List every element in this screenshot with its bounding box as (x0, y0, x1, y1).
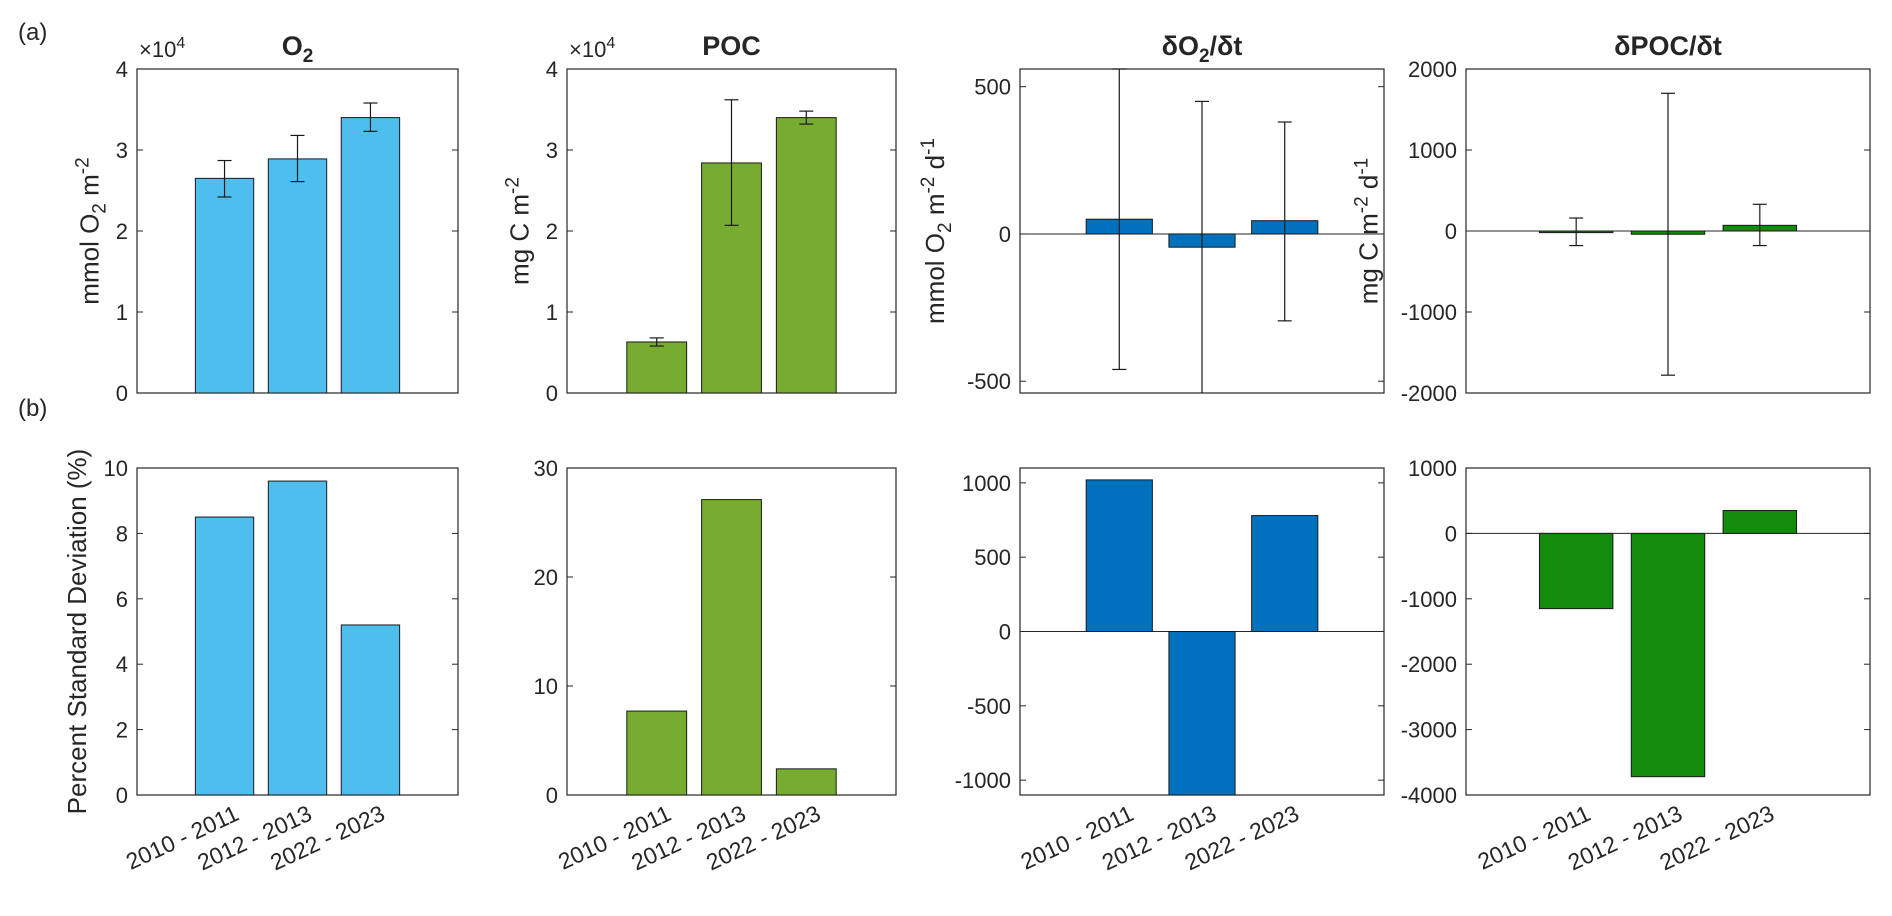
y-tick-label: 10 (534, 674, 558, 699)
bar (1538, 532, 1614, 610)
y-tick-label: 0 (546, 783, 558, 808)
y-tick-label: 0 (999, 222, 1011, 247)
y-tick-label: 2000 (1408, 57, 1457, 82)
y-tick-label: -500 (967, 369, 1011, 394)
panel-label-a: (a) (18, 19, 47, 46)
y-tick-label: 4 (116, 652, 128, 677)
y-tick-label: 0 (1445, 521, 1457, 546)
y-tick-label: 3 (116, 138, 128, 163)
chart-title: δPOC/δt (1614, 31, 1722, 61)
y-tick-label: 500 (974, 545, 1011, 570)
chart-title: δO2/δt (1162, 31, 1243, 67)
bar (701, 499, 762, 796)
y-tick-label: -4000 (1401, 783, 1457, 808)
y-tick-label: 1000 (1408, 456, 1457, 481)
y-tick-label: -1000 (1401, 300, 1457, 325)
chart-o2: 0 1 2 3 4 O2 ×104 mmol O2 m-2 (73, 31, 459, 406)
y-tick-label: -2000 (1401, 652, 1457, 677)
y-tick-label: 1000 (962, 471, 1011, 496)
y-tick-label: 6 (116, 587, 128, 612)
bar (775, 117, 837, 394)
y-tick-label: 0 (999, 620, 1011, 645)
y-tick-label: -500 (967, 694, 1011, 719)
bar (267, 480, 328, 796)
y-tick-label: 0 (116, 783, 128, 808)
chart-title: O2 (282, 31, 314, 67)
y-tick-label: 4 (116, 57, 128, 82)
y-tick-label: 1 (546, 300, 558, 325)
chart-do2dt: -500 0 500 δO2/δt mmol O2 m-2 d-1 (918, 31, 1385, 394)
y-tick-label: 2 (116, 718, 128, 743)
y-tick-label: -3000 (1401, 718, 1457, 743)
y-tick-label: 0 (116, 381, 128, 406)
y-tick-label: 30 (534, 456, 558, 481)
y-tick-label: 1000 (1408, 138, 1457, 163)
y-axis-label: mmol O2 m-2 (73, 157, 111, 304)
panel-label-b: (b) (18, 395, 47, 422)
y-tick-label: 500 (974, 75, 1011, 100)
y-tick-label: 2 (116, 219, 128, 244)
bar (775, 768, 837, 796)
chart-title: POC (702, 31, 761, 61)
y-tick-label: -2000 (1401, 381, 1457, 406)
y-tick-label: -1000 (1401, 587, 1457, 612)
y-axis-label: Percent Standard Deviation (%) (62, 449, 92, 815)
y-axis-label: mg C m-2 d-1 (1352, 158, 1384, 305)
y-tick-label: 4 (546, 57, 558, 82)
bar (1630, 532, 1706, 778)
y-axis-label: mmol O2 m-2 d-1 (918, 138, 956, 324)
y-tick-label: 0 (1445, 219, 1457, 244)
y-tick-label: 2 (546, 219, 558, 244)
y-tick-label: 3 (546, 138, 558, 163)
bar (1722, 510, 1798, 534)
chart-dpocdt: -2000 -1000 0 1000 2000 δPOC/δt mg C m-2 d-1 (1352, 31, 1871, 406)
y-tick-label: 1 (116, 300, 128, 325)
axis-multiplier: ×104 (569, 35, 615, 62)
bar (340, 117, 401, 394)
bar (1085, 479, 1153, 632)
y-tick-label: 10 (104, 456, 128, 481)
y-tick-label: 20 (534, 565, 558, 590)
y-tick-label: 0 (546, 381, 558, 406)
axis-multiplier: ×104 (139, 35, 185, 62)
charts-area: 0 1 2 3 4 O2 ×104 mmol O2 m-2 0 1 2 3 4 POC ×104 mg C m… (62, 31, 1871, 875)
bar (194, 516, 255, 796)
bar (626, 710, 688, 796)
y-tick-label: -1000 (955, 768, 1011, 793)
y-axis-label: mg C m-2 (503, 177, 535, 285)
chart-poc: 0 1 2 3 4 POC ×104 mg C m-2 (503, 31, 897, 406)
y-tick-label: 8 (116, 521, 128, 546)
axes-box (1465, 467, 1871, 796)
bar (340, 624, 401, 796)
bar (1251, 515, 1319, 633)
bar (194, 177, 255, 394)
bar (1168, 631, 1236, 796)
bar (267, 158, 328, 394)
bar (626, 341, 688, 394)
